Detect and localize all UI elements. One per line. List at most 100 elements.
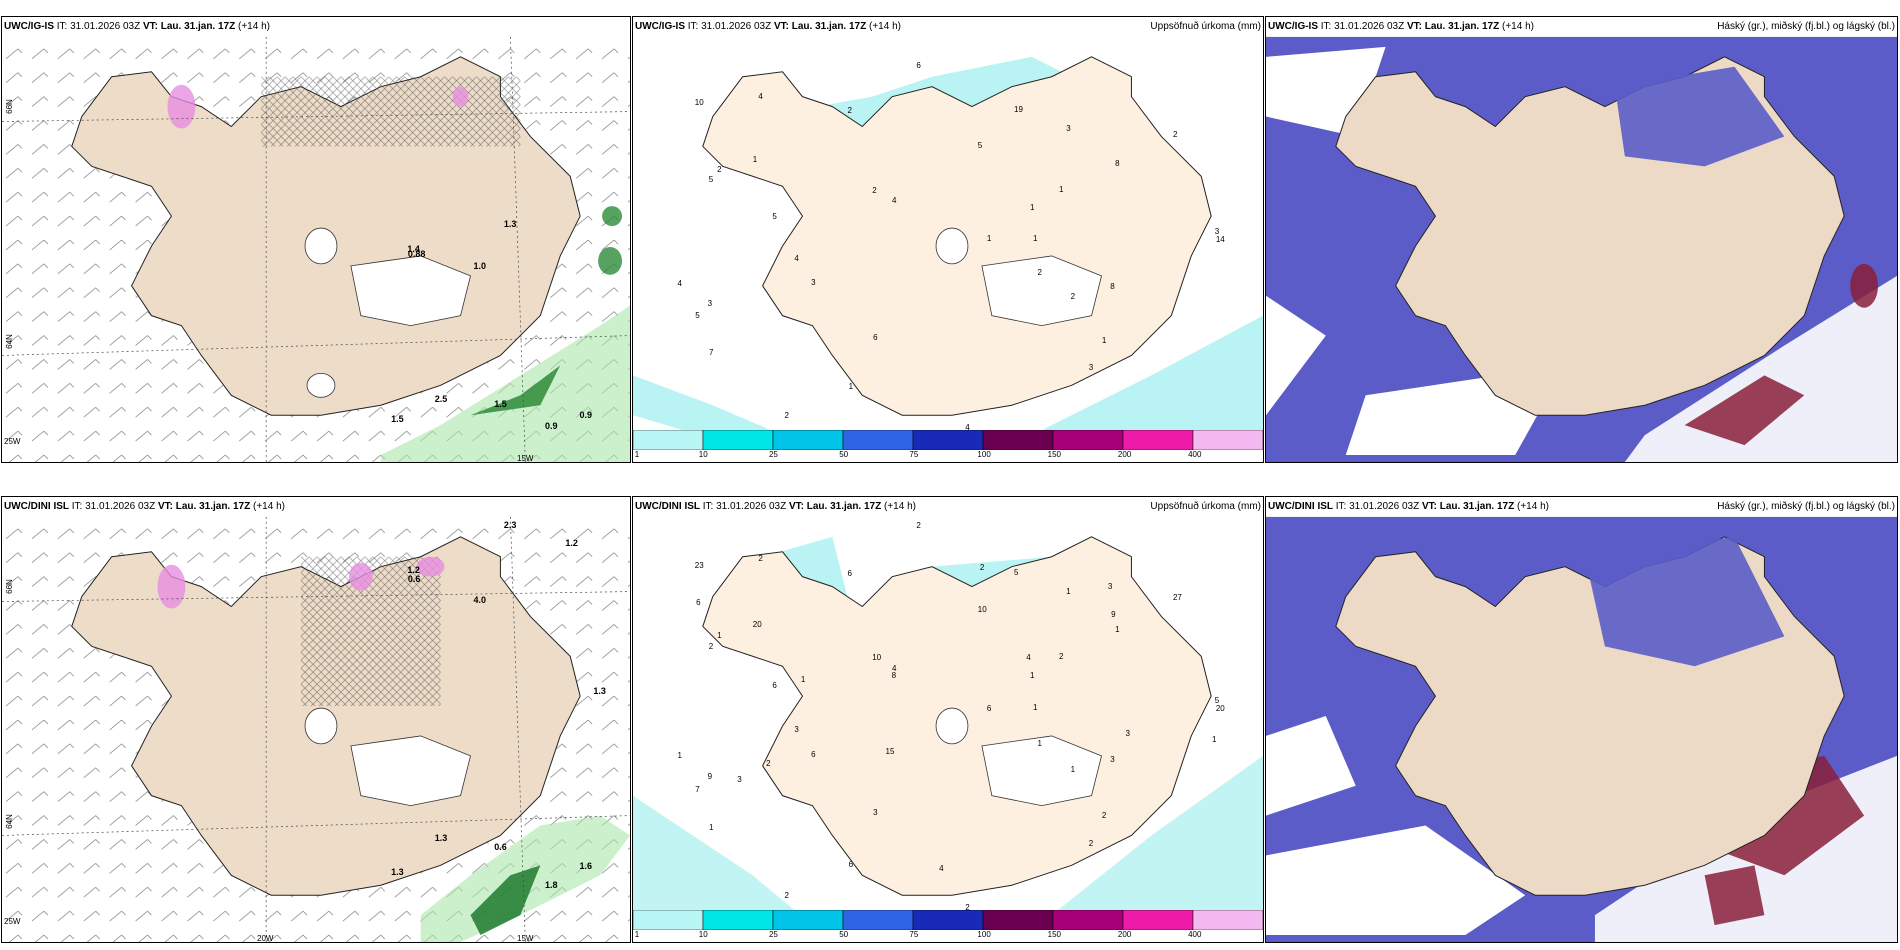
map-value-label: 3 [1125,729,1130,738]
cloud-title: Háský (gr.), miðský (fj.bl.) og lágský (… [1717,501,1895,512]
colorbar-tick: 100 [977,930,991,939]
map-value-label: 1 [1033,703,1038,713]
map-value-label: 1 [708,823,714,833]
colorbar-segment [912,910,984,930]
panel-title: UWC/DINI ISL IT: 31.01.2026 03Z VT: Lau.… [4,501,285,512]
colorbar-tick-labels: 1 10 25 50 75 100 150 200 400 [633,450,1263,462]
lat-label: 66N [4,579,14,594]
panel-title: UWC/IG-IS IT: 31.01.2026 03Z VT: Lau. 31… [635,21,901,32]
precip-title: Uppsöfnuð úrkoma (mm) [1150,21,1261,32]
map-value-label: 1 [1059,185,1064,195]
map-value-label: 5 [1014,567,1019,577]
map-value-label: 1 [1030,202,1035,212]
colorbar-segment [772,910,844,930]
map-value-label: 1 [1066,587,1071,597]
colorbar-tick: 75 [909,930,919,939]
colorbar-segment [1122,910,1194,930]
map-value-label: 4 [677,278,682,288]
map-value-label: 1 [1030,670,1035,680]
colorbar-segment [842,430,914,450]
map-value-label: 4 [892,663,897,673]
map-value-label: 6 [847,568,852,578]
colorbar-segment [1192,910,1263,930]
lon-label: 25W [4,437,21,446]
colorbar-segment [1052,430,1124,450]
map-value-label: 6 [873,332,878,342]
lon-label: 15W [517,454,534,463]
map-value-label: 3 [1107,582,1113,592]
colorbar-tick-labels: 1 10 25 50 75 100 150 200 400 [633,930,1263,942]
colorbar-tick: 10 [698,930,708,939]
map-value-label: 1.0 [473,260,487,271]
colorbar-segment [702,430,774,450]
map-value-label: 9 [1111,609,1116,619]
colorbar-tick: 400 [1188,450,1202,459]
colorbar-segment [912,430,984,450]
map-value-label: 23 [694,560,704,570]
colorbar-segment [1192,430,1263,450]
map-value-label: 1 [1115,625,1120,635]
colorbar-segment [702,910,774,930]
precip-title: Uppsöfnuð úrkoma (mm) [1150,501,1261,512]
map-value-label: 2 [965,903,970,913]
map-value-label: 2 [708,641,714,651]
lon-label: 25W [4,917,21,926]
map-value-label: 1.2 [565,538,578,549]
map-value-label: 1.5 [391,413,404,424]
map-value-label: 2 [1172,129,1178,139]
map-value-label: 2 [979,562,985,572]
map-value-label: 4 [1026,653,1031,663]
map-value-label: 7 [708,347,714,357]
map-value-label: 4 [965,423,970,433]
precip-colorbar [633,910,1263,930]
precip-colorbar [633,430,1263,450]
map-value-label: 1 [1212,734,1217,744]
map-value-label: 1 [1033,233,1038,243]
lon-label: 20W [257,934,274,943]
map-value-label: 3 [707,299,713,309]
cloud-map [1266,36,1897,462]
map-value-label: 2 [766,759,771,769]
map-value-label: 1.4 [407,243,420,254]
map-value-label: 1.3 [434,832,448,843]
map-value-label: 1 [717,630,722,640]
map-value-label: 5 [708,175,714,185]
map-value-label: 5 [695,311,700,321]
panel-title: UWC/IG-IS IT: 31.01.2026 03Z VT: Lau. 31… [4,21,270,32]
panel-title: UWC/IG-IS IT: 31.01.2026 03Z VT: Lau. 31… [1268,21,1534,32]
map-value-label: 1 [1070,764,1076,774]
map-value-label: 20 [1215,704,1225,714]
map-value-label: 2 [847,106,852,116]
map-value-label: 3 [873,807,878,817]
colorbar-segment [772,430,844,450]
precip-map [633,56,1263,446]
map-value-label: 1 [677,750,682,760]
map-value-label: 1.2 [407,564,420,575]
colorbar-segment [633,910,704,930]
map-value-label: 5 [1214,695,1220,705]
map-value-label: 3 [1110,754,1115,764]
map-value-label: 1 [752,154,758,164]
colorbar-tick: 150 [1047,930,1062,939]
colorbar-segment [842,910,914,930]
map-value-label: 7 [695,785,700,795]
map-value-label: 0.9 [579,409,592,420]
colorbar-segment [982,910,1054,930]
map-value-label: 14 [1215,234,1225,244]
map-value-label: 2 [784,411,789,421]
map-value-label: 19 [1014,105,1023,115]
colorbar-tick: 75 [909,450,919,459]
cloud-panel-row1: UWC/IG-IS IT: 31.01.2026 03Z VT: Lau. 31… [1265,16,1898,463]
wind-panel-row1: UWC/IG-IS IT: 31.01.2026 03Z VT: Lau. 31… [1,16,631,463]
map-value-label: 2 [1037,268,1042,278]
colorbar-tick: 400 [1188,930,1202,939]
map-value-label: 8 [1115,159,1120,169]
colorbar-tick: 25 [768,930,778,939]
map-value-label: 2 [1101,811,1107,821]
map-value-label: 0.9 [545,420,558,431]
map-value-label: 4 [892,196,897,206]
wind-map [2,36,630,462]
map-value-label: 6 [772,680,777,690]
map-value-label: 6 [848,859,854,869]
map-value-label: 1.8 [545,879,558,890]
